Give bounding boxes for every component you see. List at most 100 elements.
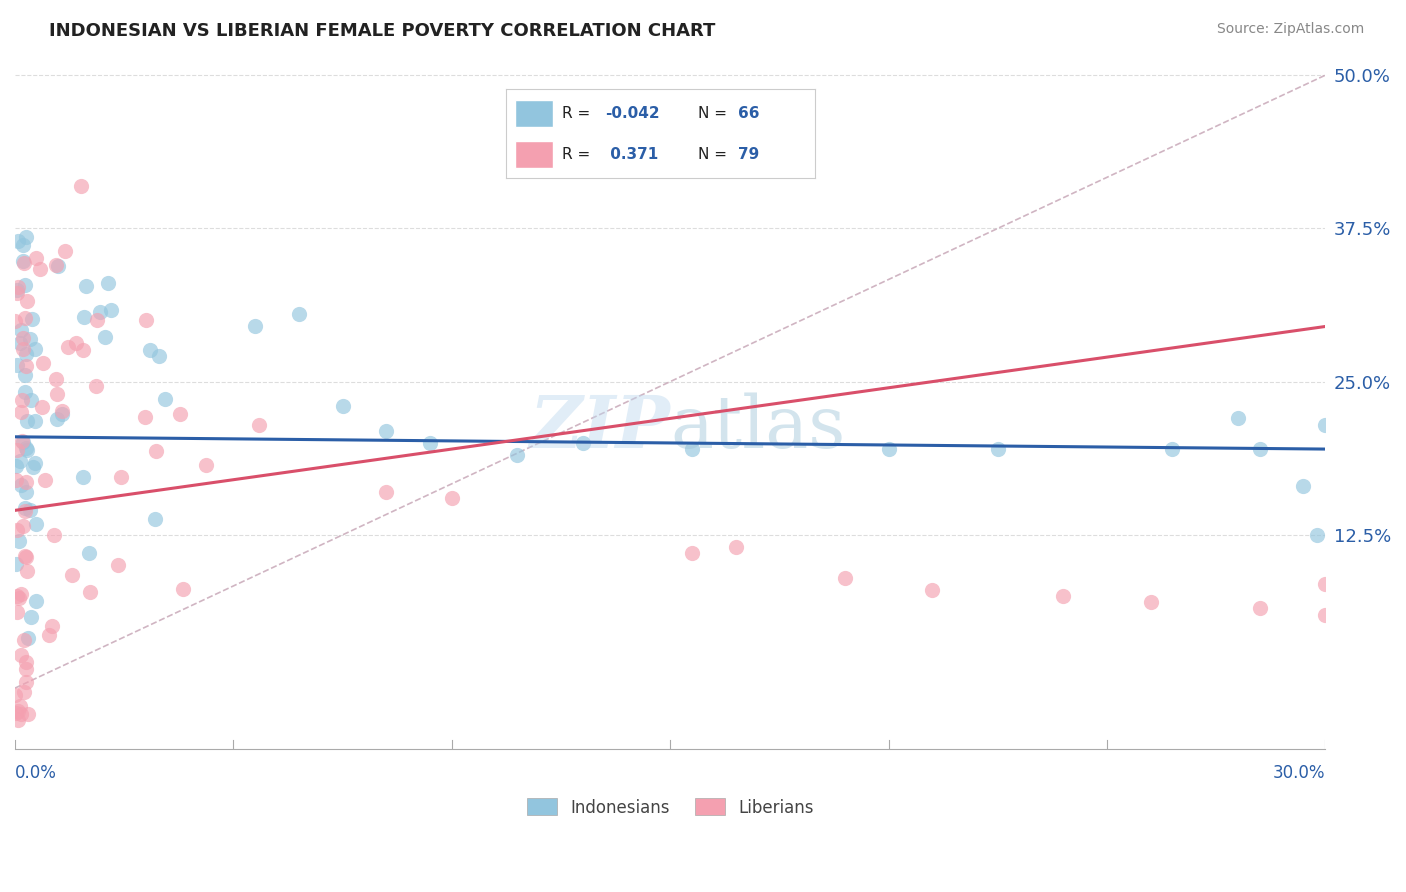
Point <box>4 688 27 702</box>
Point <box>86 378 108 392</box>
Point <box>135 313 157 327</box>
Point <box>6 283 28 297</box>
FancyBboxPatch shape <box>516 141 553 168</box>
Point <box>17 706 39 721</box>
Point <box>1315 417 1337 432</box>
Point <box>51 407 73 421</box>
Text: INDONESIAN VS LIBERIAN FEMALE POVERTY CORRELATION CHART: INDONESIAN VS LIBERIAN FEMALE POVERTY CO… <box>49 22 716 40</box>
Point <box>44 528 66 542</box>
Point <box>24 456 46 470</box>
Point <box>24 414 46 428</box>
Point <box>15 359 38 373</box>
Point <box>134 409 156 424</box>
Point <box>72 343 94 357</box>
Text: atlas: atlas <box>671 392 845 463</box>
Point <box>69 178 91 193</box>
Text: 30.0%: 30.0% <box>1272 764 1326 782</box>
Point <box>139 343 162 358</box>
Point <box>79 585 101 599</box>
Point <box>15 293 38 308</box>
Point <box>53 244 76 259</box>
Point <box>20 610 42 624</box>
Point <box>79 545 101 559</box>
Point <box>11 434 34 448</box>
Point <box>14 485 37 500</box>
Point <box>20 393 42 408</box>
Point <box>73 310 96 325</box>
Point <box>89 304 111 318</box>
Point <box>32 356 55 370</box>
Point <box>7 704 30 718</box>
Point <box>834 571 856 585</box>
Point <box>45 258 67 272</box>
Point <box>17 632 39 646</box>
Point <box>6 589 28 603</box>
Point <box>11 519 34 533</box>
Point <box>6 605 28 619</box>
Point <box>14 385 37 400</box>
Point <box>10 477 32 491</box>
Point <box>1139 595 1161 609</box>
Point <box>14 504 37 518</box>
Point <box>440 491 463 505</box>
Point <box>15 347 38 361</box>
Point <box>6 442 28 457</box>
Point <box>1161 442 1184 456</box>
Point <box>28 261 51 276</box>
Point <box>15 564 38 578</box>
Point <box>4 459 27 474</box>
Point <box>21 459 44 474</box>
Point <box>94 330 117 344</box>
Point <box>169 407 191 421</box>
Point <box>14 368 37 382</box>
Point <box>45 387 67 401</box>
Point <box>8 454 31 468</box>
Point <box>572 436 595 450</box>
Point <box>14 441 37 455</box>
Point <box>245 319 267 334</box>
Point <box>10 707 32 722</box>
Point <box>1226 411 1249 425</box>
Text: 0.371: 0.371 <box>605 147 658 161</box>
Point <box>41 619 63 633</box>
Point <box>6 557 28 571</box>
Point <box>45 411 67 425</box>
Point <box>25 516 48 531</box>
Point <box>46 259 69 273</box>
Point <box>15 662 38 676</box>
Point <box>15 413 38 427</box>
Point <box>1315 607 1337 622</box>
Point <box>288 307 311 321</box>
Point <box>100 303 122 318</box>
Point <box>60 568 83 582</box>
Point <box>8 534 31 549</box>
Point <box>1305 528 1327 542</box>
Text: N =: N = <box>697 147 731 161</box>
Point <box>10 648 32 663</box>
Point <box>10 587 32 601</box>
Text: -0.042: -0.042 <box>605 106 659 120</box>
Point <box>15 549 38 564</box>
Point <box>34 473 56 487</box>
Point <box>75 279 97 293</box>
Point <box>10 404 32 418</box>
FancyBboxPatch shape <box>516 100 553 127</box>
Point <box>21 311 44 326</box>
Point <box>18 332 41 346</box>
Text: ZIP: ZIP <box>529 392 671 464</box>
Point <box>65 336 87 351</box>
Point <box>13 254 35 268</box>
Point <box>14 549 37 564</box>
Point <box>4 314 27 328</box>
Point <box>375 424 398 438</box>
Text: 66: 66 <box>738 106 759 120</box>
Point <box>13 501 35 516</box>
Point <box>1249 442 1271 456</box>
Text: 79: 79 <box>738 147 759 161</box>
Point <box>24 593 46 607</box>
Point <box>375 485 398 500</box>
Point <box>6 286 28 301</box>
Point <box>11 435 34 450</box>
Text: R =: R = <box>562 147 595 161</box>
Point <box>7 279 30 293</box>
